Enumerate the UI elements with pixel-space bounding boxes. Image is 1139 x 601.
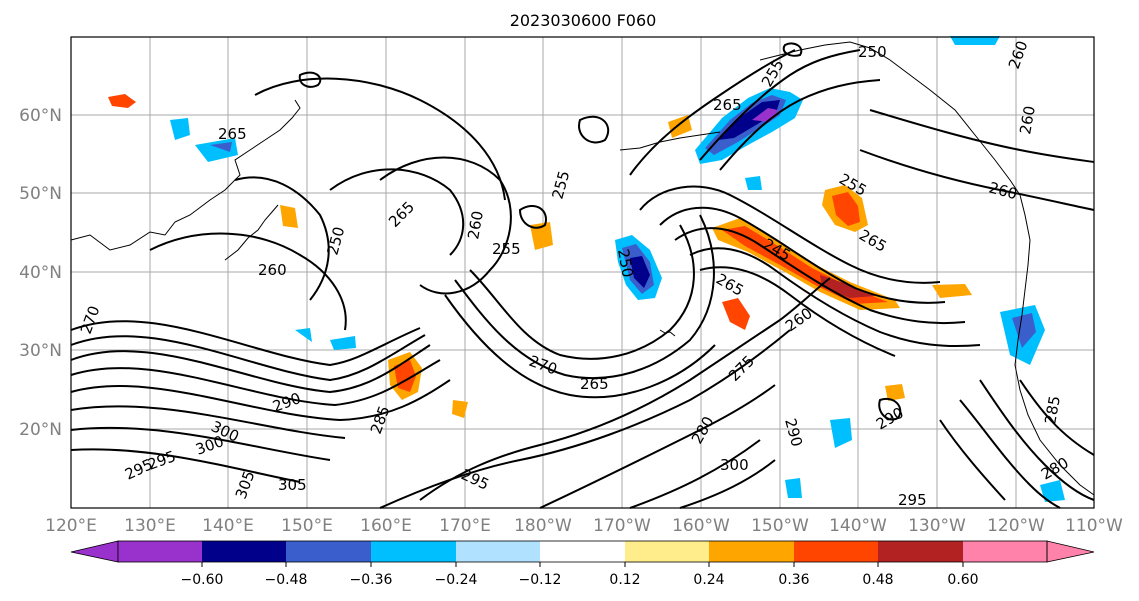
positive-patch xyxy=(108,94,136,108)
contour-label: 265 xyxy=(713,96,742,114)
colorbar-tick-label: 0.24 xyxy=(693,572,724,588)
colorbar-segment xyxy=(118,541,202,562)
colorbar-extend-high xyxy=(1046,540,1095,563)
negative-patch xyxy=(295,328,312,342)
shaded-field xyxy=(108,36,1065,502)
positive-patch xyxy=(932,284,972,298)
colorbar-segment xyxy=(371,541,456,562)
colorbar-segment xyxy=(286,541,371,562)
negative-patch xyxy=(830,418,852,448)
coastline-japan xyxy=(224,204,279,261)
graticule xyxy=(71,37,1094,508)
coastline-north-america xyxy=(1014,194,1095,496)
lon-label: 130°W xyxy=(908,516,966,536)
lon-label: 120°W xyxy=(987,516,1045,536)
colorbar-tick-label: −0.36 xyxy=(350,572,393,588)
colorbar-tick-label: −0.24 xyxy=(435,572,478,588)
colorbar-extend-low xyxy=(70,540,119,563)
lat-label: 50°N xyxy=(19,184,62,204)
negative-patch xyxy=(330,336,356,350)
positive-patch xyxy=(530,222,553,250)
contour-label: 305 xyxy=(278,476,307,494)
map-panel: 265 250 260 255 265 260 255 265 255 250 … xyxy=(70,36,1095,509)
lat-label: 60°N xyxy=(19,106,62,126)
colorbar-segment xyxy=(709,541,794,562)
lat-label: 40°N xyxy=(19,263,62,283)
lon-label: 160°E xyxy=(360,516,412,536)
contour-label: 250 xyxy=(614,248,637,279)
colorbar-segment xyxy=(963,541,1047,562)
contour-label: 260 xyxy=(258,261,287,279)
latitude-labels: 60°N 50°N 40°N 30°N 20°N xyxy=(19,106,62,440)
colorbar-frame xyxy=(117,540,1048,563)
contour-label: 265 xyxy=(580,375,609,393)
negative-patch xyxy=(745,176,762,190)
lat-label: 20°N xyxy=(19,420,62,440)
contours xyxy=(70,42,1095,509)
negative-patch xyxy=(170,118,190,140)
contour-label: 250 xyxy=(858,43,887,61)
positive-patch xyxy=(820,275,875,298)
negative-patch xyxy=(630,256,650,288)
contour-label: 300 xyxy=(720,456,749,474)
coastline-kamchatka xyxy=(264,99,301,141)
coastlines xyxy=(70,41,1095,496)
lon-label: 110°W xyxy=(1065,516,1123,536)
lon-label: 140°W xyxy=(829,516,887,536)
lon-label: 170°E xyxy=(439,516,491,536)
lon-label: 130°E xyxy=(124,516,176,536)
colorbar-segment xyxy=(540,541,625,562)
lon-label: 170°W xyxy=(593,516,651,536)
contour-label: 260 xyxy=(1016,104,1039,135)
contour-label: 260 xyxy=(464,209,487,240)
colorbar-tick-label: −0.48 xyxy=(265,572,308,588)
colorbar-ticks xyxy=(201,562,964,567)
coastline-alaska xyxy=(759,41,1021,196)
positive-patch xyxy=(722,298,750,330)
negative-patch xyxy=(950,36,1000,45)
coastline-asia xyxy=(70,139,266,251)
colorbar-tick-label: −0.12 xyxy=(519,572,562,588)
negative-patch xyxy=(1040,480,1065,502)
colorbar-segment xyxy=(794,541,878,562)
colorbar-tick-label: 0.12 xyxy=(609,572,640,588)
lon-label: 150°W xyxy=(751,516,809,536)
colorbar-tick-label: 0.48 xyxy=(862,572,893,588)
lon-label: 180°W xyxy=(514,516,572,536)
map-frame xyxy=(70,36,1095,509)
lon-label: 140°E xyxy=(202,516,254,536)
colorbar: −0.60 −0.48 −0.36 −0.24 −0.12 0.12 0.24 … xyxy=(70,540,1095,588)
colorbar-segment xyxy=(456,541,540,562)
positive-patch xyxy=(452,400,468,418)
coastline-aleutians xyxy=(619,131,721,151)
lon-label: 160°W xyxy=(672,516,730,536)
negative-patch xyxy=(1012,313,1036,348)
positive-patch xyxy=(832,192,860,226)
negative-patch xyxy=(210,142,232,152)
lon-label: 150°E xyxy=(281,516,333,536)
positive-patch xyxy=(885,384,905,401)
longitude-labels: 120°E 130°E 140°E 150°E 160°E 170°E 180°… xyxy=(45,516,1123,536)
lon-label: 120°E xyxy=(45,516,97,536)
colorbar-segment xyxy=(202,541,286,562)
contour-label: 265 xyxy=(218,125,247,143)
coastline-hawaii xyxy=(659,329,676,337)
contour-label: 295 xyxy=(898,491,927,509)
negative-patch xyxy=(718,100,780,140)
lat-label: 30°N xyxy=(19,341,62,361)
map-title: 2023030600 F060 xyxy=(510,11,657,30)
contour-label: 285 xyxy=(1041,394,1064,425)
colorbar-tick-label: 0.60 xyxy=(947,572,978,588)
colorbar-segment xyxy=(625,541,709,562)
colorbar-segment xyxy=(878,541,963,562)
positive-patch xyxy=(668,115,692,138)
colorbar-tick-label: −0.60 xyxy=(181,572,224,588)
positive-patch xyxy=(280,205,298,228)
contour-label: 255 xyxy=(492,240,521,258)
negative-patch xyxy=(785,478,802,498)
colorbar-tick-label: 0.36 xyxy=(778,572,809,588)
positive-patch xyxy=(722,226,888,304)
